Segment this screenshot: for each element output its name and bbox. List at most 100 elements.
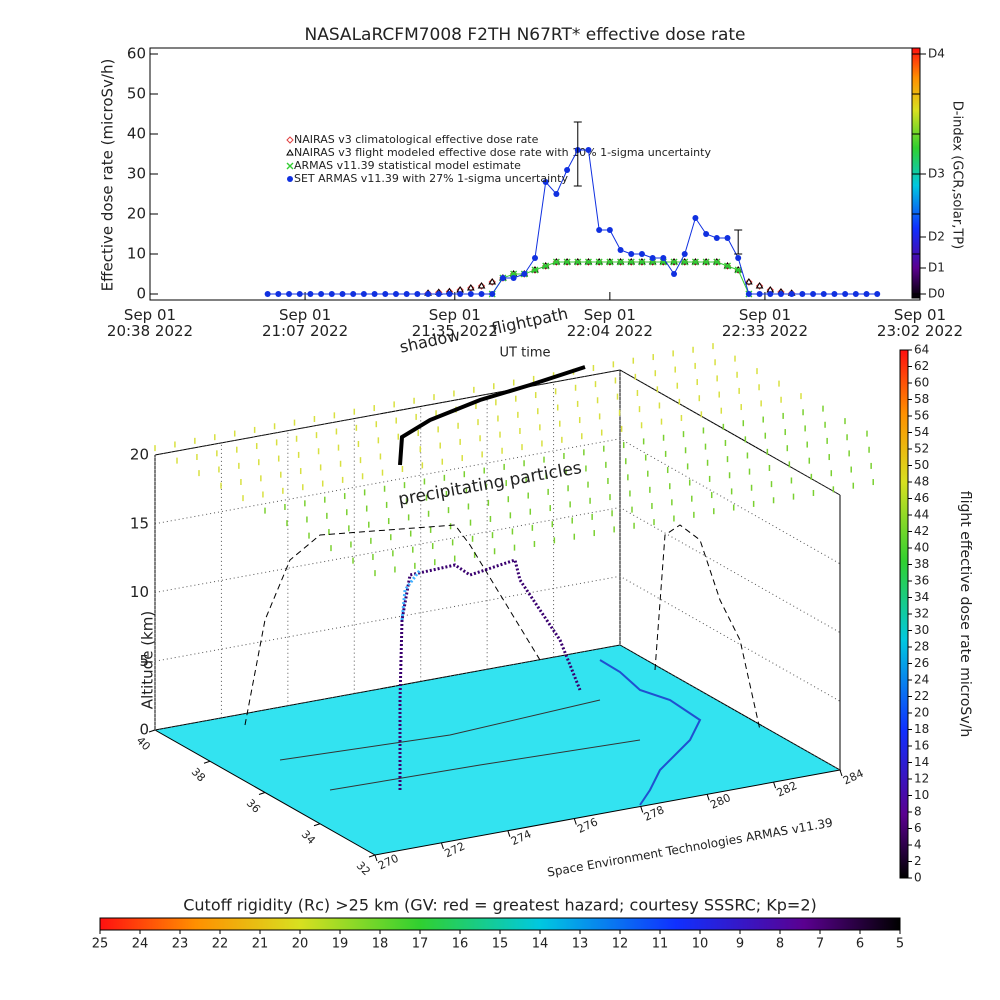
- colorbar2-tick-label: 19: [332, 937, 349, 952]
- data-point: [745, 291, 752, 297]
- data-point: [852, 291, 859, 297]
- data-point: [532, 255, 538, 261]
- data-point: [392, 291, 399, 297]
- colorbar2-tick-label: 9: [736, 937, 744, 952]
- y-tick: [368, 854, 376, 858]
- data-point: [724, 262, 731, 270]
- data-point: [756, 291, 763, 297]
- z-tick-label: 10: [130, 583, 149, 601]
- data-point: [488, 278, 497, 285]
- colorbar2-tick-label: 16: [452, 937, 469, 952]
- colorbar-tick-label: 26: [914, 656, 929, 670]
- state-line: [279, 699, 601, 761]
- data-point: [457, 291, 464, 297]
- colorbar-tick-label: 4: [914, 838, 922, 852]
- y2-axis-label: D-index (GCR,solar,TP): [950, 101, 965, 249]
- x-tick-label: Sep 01 22:33 2022: [722, 306, 808, 340]
- legend-label: NAIRAS v3 climatological effective dose …: [294, 133, 539, 146]
- dose-colorbar: [899, 349, 909, 879]
- y-tick-label: 40: [127, 125, 146, 143]
- data-point: [531, 266, 539, 274]
- x-tick: [507, 830, 511, 837]
- data-point: [264, 291, 271, 297]
- x-tick-label: Sep 01 21:07 2022: [262, 306, 348, 340]
- y-axis-label: Effective dose rate (microSv/h): [99, 59, 117, 292]
- colorbar2-tick-label: 25: [92, 937, 109, 952]
- colorbar-tick-label: 64: [914, 343, 929, 357]
- data-point: [649, 255, 656, 261]
- colorbar2-tick-label: 20: [292, 937, 309, 952]
- data-point: [521, 271, 528, 277]
- x-tick-label: Sep 01 23:02 2022: [877, 306, 963, 340]
- y-tick-label: 60: [127, 45, 146, 63]
- data-point: [360, 291, 367, 297]
- data-point: [466, 284, 475, 291]
- data-point: [638, 251, 645, 257]
- colorbar2-tick-label: 13: [572, 937, 589, 952]
- data-point: [638, 258, 646, 266]
- data-point: [403, 291, 410, 297]
- data-point: [552, 258, 560, 266]
- data-point: [477, 282, 486, 290]
- data-point: [489, 291, 496, 297]
- y-tick: [258, 792, 266, 795]
- colorbar-tick-label: 0: [914, 871, 922, 885]
- data-point: [371, 291, 378, 297]
- data-point: [318, 291, 325, 297]
- colorbar-tick-label: 62: [914, 359, 929, 373]
- data-point: [735, 255, 742, 261]
- colorbar2-title: Cutoff rigidity (Rc) >25 km (GV: red = g…: [183, 896, 817, 915]
- data-point: [670, 258, 678, 266]
- colorbar-tick-label: 24: [914, 673, 929, 687]
- colorbar-tick-label: 30: [914, 623, 929, 637]
- data-point: [767, 291, 774, 297]
- data-point: [660, 255, 667, 261]
- data-point: [734, 266, 742, 274]
- shadow-path: [244, 524, 541, 726]
- data-point: [692, 215, 699, 221]
- data-point: [446, 291, 453, 297]
- data-point: [328, 291, 335, 297]
- data-point: [670, 258, 678, 266]
- colorbar-tick-label: 48: [914, 475, 929, 489]
- data-point: [606, 258, 614, 266]
- y2-tick-label: D3: [928, 167, 945, 181]
- colorbar-tick-label: 2: [914, 854, 922, 868]
- colorbar2-tick-label: 11: [652, 937, 669, 952]
- data-point: [563, 258, 571, 266]
- grid-line: [154, 506, 841, 633]
- state-line: [329, 739, 641, 791]
- colorbar2-tick-label: 21: [252, 937, 269, 952]
- rigidity-colorbar: [99, 917, 901, 931]
- x-tick-label: Sep 01 20:38 2022: [107, 306, 193, 340]
- y-tick: [148, 729, 156, 733]
- data-point: [627, 258, 635, 266]
- data-point: [831, 291, 838, 297]
- data-point: [755, 282, 764, 290]
- colorbar-tick-label: 28: [914, 640, 929, 654]
- colorbar2-tick-label: 22: [212, 937, 229, 952]
- z-tick-label: 0: [139, 721, 149, 739]
- data-point: [382, 291, 389, 297]
- data-point: [842, 291, 849, 297]
- data-point: [638, 258, 646, 266]
- data-point: [584, 258, 593, 266]
- colorbar-tick-label: 32: [914, 607, 929, 621]
- data-point: [745, 278, 753, 285]
- y-tick: [203, 760, 211, 764]
- colorbar2-tick-label: 14: [532, 937, 549, 952]
- error-bar: [734, 229, 743, 255]
- data-point: [606, 227, 613, 233]
- colorbar-tick-label: 46: [914, 491, 929, 505]
- data-point: [574, 258, 582, 266]
- colorbar-tick-label: 12: [914, 772, 929, 786]
- data-point: [874, 291, 881, 297]
- x-tick: [374, 854, 378, 862]
- data-point: [777, 291, 784, 297]
- x-tick-label: Sep 01 22:04 2022: [567, 306, 653, 340]
- y-tick-label: 20: [127, 205, 146, 223]
- data-point: [755, 282, 764, 289]
- data-point: [414, 291, 421, 297]
- data-point: [681, 258, 689, 266]
